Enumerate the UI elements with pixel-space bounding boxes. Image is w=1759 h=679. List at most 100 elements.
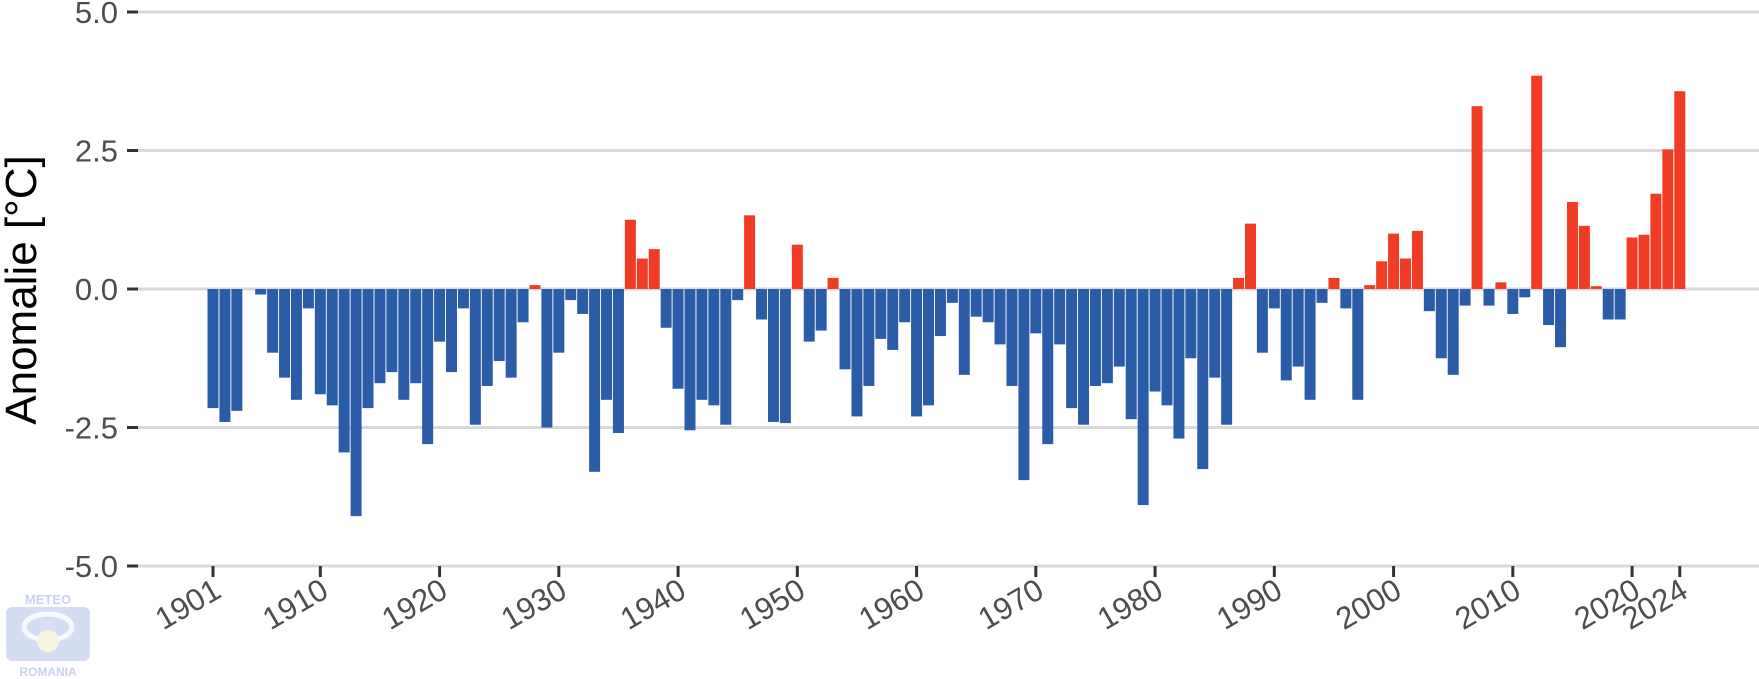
bar-1917: [398, 289, 410, 400]
meteo-romania-logo: METEO ROMANIA: [6, 592, 90, 679]
bar-1916: [386, 289, 398, 373]
bar-1903: [231, 289, 243, 411]
bar-1990: [1268, 289, 1280, 309]
bar-1909: [302, 289, 314, 309]
bar-1986: [1221, 289, 1233, 425]
bar-2011: [1519, 289, 1531, 298]
bar-1922: [457, 289, 469, 309]
y-axis-title: Anomalie [°C]: [0, 155, 46, 424]
bar-1941: [684, 289, 696, 431]
x-tick-label: 1930: [495, 572, 572, 637]
bar-2008: [1483, 289, 1495, 306]
bar-1928: [529, 285, 541, 289]
bar-2005: [1447, 289, 1459, 375]
bar-1943: [708, 289, 720, 406]
bar-1947: [756, 289, 768, 320]
bar-2012: [1531, 75, 1543, 290]
bar-1902: [219, 289, 231, 422]
x-tick-label: 1980: [1091, 572, 1168, 637]
bar-1998: [1364, 285, 1376, 289]
bar-1944: [720, 289, 732, 425]
bar-1959: [899, 289, 911, 323]
bar-1910: [314, 289, 326, 395]
bar-1982: [1173, 289, 1185, 439]
bar-1988: [1244, 223, 1256, 289]
bar-1996: [1340, 289, 1352, 309]
bar-1979: [1137, 289, 1149, 506]
bar-1965: [970, 289, 982, 317]
bar-1984: [1197, 289, 1209, 470]
y-tick-label: -5.0: [65, 549, 118, 584]
bar-1978: [1125, 289, 1137, 420]
bar-1948: [767, 289, 779, 422]
bar-1957: [875, 289, 887, 339]
bar-1969: [1018, 289, 1030, 481]
x-tick-label: 1940: [614, 572, 691, 637]
x-tick-label: 1910: [257, 572, 334, 637]
bar-1958: [887, 289, 899, 350]
bar-1974: [1078, 289, 1090, 425]
bar-2004: [1435, 289, 1447, 359]
bar-2009: [1495, 282, 1507, 289]
bar-1919: [422, 289, 434, 445]
bar-1946: [744, 215, 756, 289]
bar-1980: [1149, 289, 1161, 392]
bar-1924: [481, 289, 493, 386]
bar-1906: [267, 289, 279, 353]
bar-2000: [1388, 233, 1400, 289]
bar-2021: [1638, 234, 1650, 289]
logo-sun-icon: [37, 630, 59, 652]
bar-1914: [362, 289, 374, 409]
bar-1907: [279, 289, 291, 378]
bar-1968: [1006, 289, 1018, 386]
bar-1926: [505, 289, 517, 378]
bar-2018: [1602, 289, 1614, 320]
bar-1952: [815, 289, 827, 331]
y-tick-label: 2.5: [75, 134, 118, 169]
bar-1954: [839, 289, 851, 370]
y-axis-ticks: 5.0 2.5 0.0 -2.5 -5.0: [65, 0, 138, 584]
bar-1938: [648, 249, 660, 289]
bar-1905: [255, 289, 267, 295]
bar-1927: [517, 289, 529, 323]
bar-1925: [493, 289, 505, 362]
bar-2022: [1650, 193, 1662, 289]
bar-2007: [1471, 106, 1483, 290]
x-tick-label: 1970: [972, 572, 1049, 637]
x-tick-label: 1901: [149, 572, 226, 637]
bar-1920: [434, 289, 446, 342]
bar-1933: [589, 289, 601, 472]
bar-2010: [1507, 289, 1519, 314]
x-axis-ticks: 1901 1910 1920 1930 1940 1950 1960 1970 1980 1990…: [149, 566, 1693, 637]
bar-1966: [982, 289, 994, 323]
bar-1953: [827, 277, 839, 289]
bar-1939: [660, 289, 672, 328]
bar-1976: [1101, 289, 1113, 384]
bar-1940: [672, 289, 684, 389]
bar-1963: [946, 289, 958, 303]
bar-2020: [1626, 237, 1638, 289]
bar-1913: [350, 289, 362, 517]
x-tick-label: 1990: [1211, 572, 1288, 637]
bar-1992: [1292, 289, 1304, 367]
y-tick-label: 5.0: [75, 0, 118, 30]
bar-2016: [1578, 225, 1590, 289]
bar-1911: [326, 289, 338, 406]
bar-1923: [469, 289, 481, 425]
y-tick-label: 0.0: [75, 272, 118, 307]
bar-1964: [958, 289, 970, 375]
bar-1972: [1054, 289, 1066, 345]
bar-1912: [338, 289, 350, 453]
bar-1929: [541, 289, 553, 428]
logo-text-bottom: ROMANIA: [19, 665, 77, 679]
bar-1956: [863, 289, 875, 386]
bar-2006: [1459, 289, 1471, 306]
bar-1960: [911, 289, 923, 417]
bar-1983: [1185, 289, 1197, 359]
bar-2024: [1674, 91, 1686, 289]
logo-text-top: METEO: [25, 592, 71, 607]
bar-2015: [1566, 202, 1578, 289]
bar-1950: [791, 244, 803, 289]
bar-2014: [1555, 289, 1567, 348]
